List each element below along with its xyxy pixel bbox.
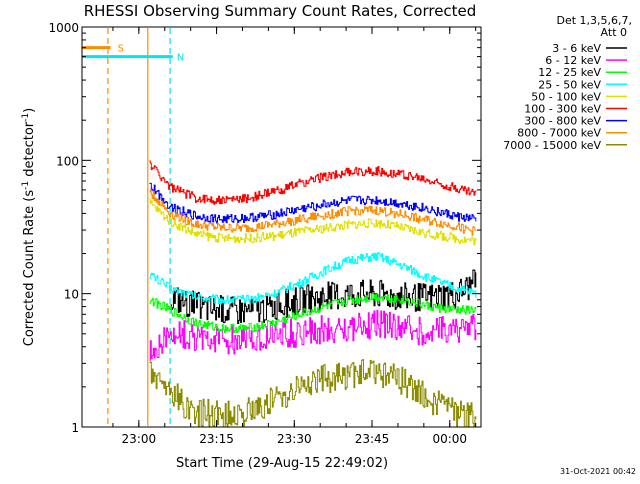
series-line bbox=[149, 198, 477, 246]
data-layer: SN bbox=[82, 28, 477, 428]
y-tick-label: 1000 bbox=[48, 21, 79, 35]
series-line bbox=[149, 310, 477, 361]
legend-entry-label: 300 - 800 keV bbox=[524, 115, 601, 128]
legend-entry-label: 7000 - 15000 keV bbox=[503, 139, 601, 152]
legend-entry-label: 800 - 7000 keV bbox=[517, 127, 601, 140]
legend-header-attenuator: Att 0 bbox=[601, 26, 627, 39]
legend-entry-label: 50 - 100 keV bbox=[531, 90, 601, 103]
y-axis-title-part: ) bbox=[22, 108, 37, 113]
y-tick-label: 10 bbox=[64, 288, 79, 302]
y-axis-title-part: detector bbox=[22, 121, 37, 181]
axis-layer: 1 10 100 1000 23:00 23:15 23:30 23:45 00:00 bbox=[48, 21, 481, 446]
series-line bbox=[149, 189, 477, 236]
series-line bbox=[149, 160, 477, 205]
y-axis-title-superscript: -1 bbox=[21, 181, 31, 190]
legend-entry-label: 3 - 6 keV bbox=[552, 42, 601, 55]
legend-entry-label: 12 - 25 keV bbox=[538, 66, 601, 79]
y-tick-label: 100 bbox=[56, 154, 79, 168]
flag-label-S: S bbox=[118, 44, 124, 55]
y-axis-title: Corrected Count Rate (s-1 detector-1) bbox=[21, 108, 37, 346]
x-tick-label: 00:00 bbox=[432, 432, 467, 446]
plot-frame bbox=[81, 26, 482, 428]
footer-date: 31-Oct-2021 00:42 bbox=[560, 467, 636, 476]
series-line bbox=[149, 182, 477, 224]
chart-title: RHESSI Observing Summary Count Rates, Co… bbox=[84, 2, 477, 20]
series-line bbox=[170, 269, 477, 324]
x-tick-label: 23:45 bbox=[355, 432, 390, 446]
legend-entry-label: 100 - 300 keV bbox=[524, 103, 601, 116]
legend-header-detectors: Det 1,3,5,6,7, bbox=[556, 14, 632, 27]
flag-label-N: N bbox=[177, 53, 184, 64]
x-tick-label: 23:00 bbox=[122, 432, 157, 446]
x-tick-label: 23:30 bbox=[277, 432, 312, 446]
legend-entry-label: 25 - 50 keV bbox=[538, 78, 601, 91]
y-axis-title-part: Corrected Count Rate (s bbox=[22, 190, 37, 347]
x-tick-label: 23:15 bbox=[199, 432, 234, 446]
legend-entry-label: 6 - 12 keV bbox=[545, 54, 601, 67]
series-line bbox=[149, 359, 477, 428]
x-axis-title: Start Time (29-Aug-15 22:49:02) bbox=[176, 456, 388, 471]
y-axis-title-superscript: -1 bbox=[21, 113, 31, 122]
series-line bbox=[149, 293, 477, 334]
series-line bbox=[149, 252, 477, 305]
y-tick-label: 1 bbox=[71, 421, 79, 435]
